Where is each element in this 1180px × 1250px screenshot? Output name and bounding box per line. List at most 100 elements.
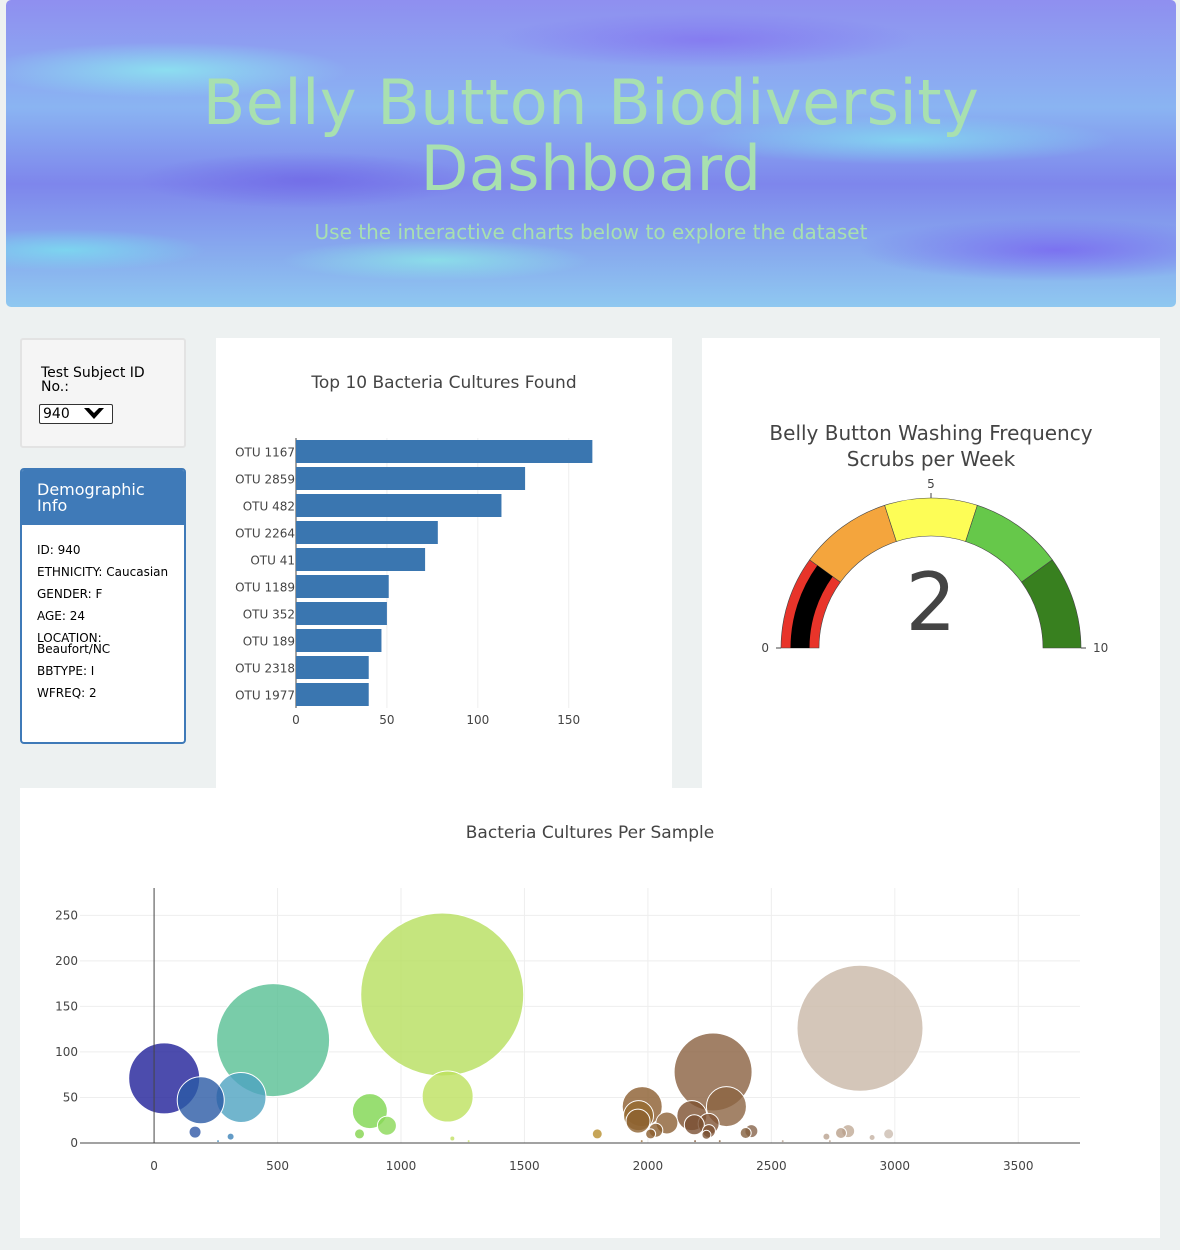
subject-selector-panel: Test Subject ID No.: 940 (20, 338, 186, 448)
bar-chart-title: Top 10 Bacteria Cultures Found (310, 373, 576, 393)
bubble-point[interactable] (639, 1139, 644, 1143)
bubble-point[interactable] (226, 1132, 235, 1141)
bubble-point[interactable] (354, 1128, 366, 1140)
subject-id-dropdown[interactable]: 940 (39, 404, 113, 424)
bubble-point[interactable] (834, 1126, 847, 1139)
bar-category-label: OTU 2318 (235, 662, 295, 676)
bubble-point[interactable] (645, 1128, 657, 1140)
bar-otu-2859[interactable] (296, 467, 526, 490)
bar-category-label: OTU 1167 (235, 446, 295, 460)
demographic-info-title: Demographic Info (22, 470, 184, 525)
bar-otu-1167[interactable] (296, 440, 593, 463)
bubble-x-tick-label: 0 (150, 1159, 158, 1173)
bar-category-label: OTU 1189 (235, 581, 295, 595)
bubble-x-tick-label: 3000 (880, 1159, 911, 1173)
chevron-down-icon (84, 408, 104, 419)
bubble-x-tick-label: 1000 (386, 1159, 417, 1173)
bubble-point[interactable] (591, 1128, 603, 1140)
bubble-point[interactable] (216, 983, 331, 1098)
subject-id-selected-value: 940 (43, 406, 70, 422)
bar-otu-482[interactable] (296, 494, 502, 517)
gauge-tick-label: 5 (927, 477, 935, 491)
bubble-point[interactable] (717, 1139, 722, 1143)
bubble-y-tick-label: 0 (70, 1136, 78, 1150)
top10-bar-chart-panel: Top 10 Bacteria Cultures Found OTU 1167 O… (216, 338, 672, 790)
page-subtitle: Use the interactive charts below to expl… (314, 220, 868, 244)
bubble-point[interactable] (360, 912, 525, 1077)
demographic-info-panel: Demographic Info ID: 940 ETHNICITY: Cauc… (20, 468, 186, 744)
bubble-point[interactable] (683, 1114, 705, 1136)
bubble-point[interactable] (216, 1139, 221, 1143)
bacteria-bubble-chart[interactable]: Bacteria Cultures Per Sample 0 500 1000 150… (20, 788, 1160, 1238)
demo-row-location: LOCATION: Beaufort/NC (37, 631, 111, 656)
bubble-point[interactable] (376, 1115, 397, 1136)
bar-x-tick-label: 0 (292, 713, 300, 727)
bubble-point[interactable] (822, 1132, 831, 1141)
page-title-line-1: Belly Button Biodiversity (202, 66, 980, 139)
washing-frequency-gauge-panel: Belly Button Washing Frequency Scrubs pe… (702, 338, 1160, 790)
bubble-y-tick-label: 200 (55, 954, 78, 968)
bubble-point[interactable] (739, 1126, 752, 1139)
bubble-point[interactable] (883, 1128, 895, 1140)
bar-category-label: OTU 2264 (235, 527, 295, 541)
bubble-x-tick-label: 3500 (1003, 1159, 1034, 1173)
bar-otu-189[interactable] (296, 629, 382, 652)
bubble-point[interactable] (796, 964, 924, 1092)
bubble-point[interactable] (449, 1135, 456, 1142)
gauge-tick-label: 10 (1093, 641, 1108, 655)
bubble-point[interactable] (701, 1129, 712, 1140)
demo-row-bbtype: BBTYPE: I (37, 664, 95, 678)
bar-category-label: OTU 352 (243, 608, 295, 622)
bubble-y-tick-label: 250 (55, 908, 78, 922)
top10-bar-chart[interactable]: Top 10 Bacteria Cultures Found OTU 1167 O… (216, 338, 672, 790)
bubble-x-tick-label: 2500 (756, 1159, 787, 1173)
demo-row-gender: GENDER: F (37, 587, 103, 601)
demo-row-age: AGE: 24 (37, 609, 86, 623)
bar-otu-2264[interactable] (296, 521, 438, 544)
demo-row-wfreq: WFREQ: 2 (37, 686, 97, 700)
bar-otu-352[interactable] (296, 602, 387, 625)
bar-x-tick-label: 50 (379, 713, 394, 727)
bar-x-tick-label: 150 (557, 713, 580, 727)
subject-selector-label: Test Subject ID No.: (41, 365, 145, 395)
bar-category-label: OTU 2859 (235, 473, 295, 487)
bubble-x-tick-label: 2000 (633, 1159, 664, 1173)
bubble-y-tick-label: 150 (55, 999, 78, 1013)
bar-otu-41[interactable] (296, 548, 426, 571)
bar-category-label: OTU 41 (250, 554, 295, 568)
bubble-y-tick-label: 50 (63, 1090, 78, 1104)
bubble-x-tick-label: 1500 (509, 1159, 540, 1173)
bubble-point[interactable] (421, 1070, 474, 1123)
gauge-tick-label: 0 (761, 641, 769, 655)
page-title-line-2: Dashboard (420, 132, 762, 205)
bar-otu-1977[interactable] (296, 683, 369, 706)
gauge-value-bar (790, 565, 833, 648)
bubble-x-tick-label: 500 (266, 1159, 289, 1173)
bubble-point[interactable] (351, 1093, 388, 1130)
header-banner: Belly Button Biodiversity Dashboard Use … (6, 0, 1176, 307)
bar-x-tick-label: 100 (466, 713, 489, 727)
gauge-title: Belly Button Washing Frequency (769, 421, 1092, 445)
washing-frequency-gauge[interactable]: Belly Button Washing Frequency Scrubs pe… (702, 338, 1160, 790)
bubble-chart-panel: Bacteria Cultures Per Sample 0 500 1000 150… (20, 788, 1160, 1238)
bar-otu-2318[interactable] (296, 656, 369, 679)
gauge-value-number: 2 (906, 556, 957, 649)
bar-category-label: OTU 1977 (235, 689, 295, 703)
demo-row-ethnicity: ETHNICITY: Caucasian (37, 565, 169, 579)
bar-otu-1189[interactable] (296, 575, 389, 598)
bar-category-label: OTU 482 (243, 500, 295, 514)
bubble-point[interactable] (868, 1134, 876, 1142)
page-title: Belly Button Biodiversity Dashboard (6, 70, 1176, 202)
bubble-point[interactable] (827, 1139, 832, 1143)
bubble-point[interactable] (188, 1125, 202, 1139)
bar-category-label: OTU 189 (243, 635, 295, 649)
gauge-subtitle: Scrubs per Week (847, 447, 1016, 471)
demo-row-id: ID: 940 (37, 543, 81, 557)
bubble-point[interactable] (693, 1139, 698, 1143)
bubble-point[interactable] (625, 1108, 651, 1134)
bubble-point[interactable] (176, 1076, 225, 1125)
demographic-info-list: ID: 940 ETHNICITY: Caucasian GENDER: F A… (22, 525, 184, 699)
gauge-step-2 (884, 497, 978, 542)
bubble-point[interactable] (466, 1139, 471, 1143)
bubble-point[interactable] (780, 1139, 785, 1143)
